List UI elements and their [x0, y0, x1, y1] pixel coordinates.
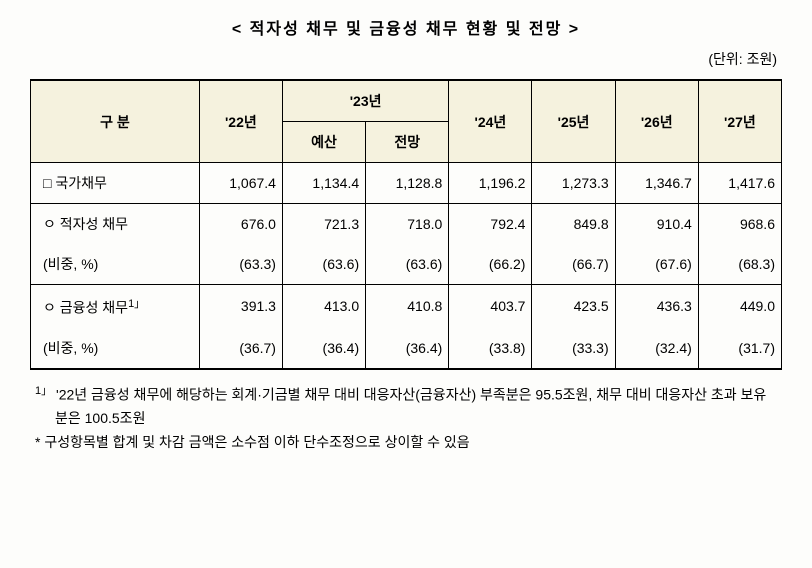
- cell-value: (63.6): [282, 244, 365, 285]
- table-row: (비중, %) (36.7) (36.4) (36.4) (33.8) (33.…: [31, 328, 782, 369]
- col-header-y23-budget: 예산: [282, 122, 365, 163]
- cell-value: 1,134.4: [282, 163, 365, 204]
- cell-value: (36.7): [199, 328, 282, 369]
- footnote-section: 1」 '22년 금융성 채무에 해당하는 회계·기금별 채무 대비 대응자산(금…: [30, 382, 782, 455]
- cell-value: (33.8): [449, 328, 532, 369]
- row-label: □ 국가채무: [31, 163, 200, 204]
- cell-value: 910.4: [615, 204, 698, 245]
- footnote-marker: 1」: [35, 385, 52, 397]
- cell-value: (36.4): [282, 328, 365, 369]
- col-header-y23: '23년: [282, 80, 448, 122]
- cell-value: (32.4): [615, 328, 698, 369]
- table-row: ㅇ 금융성 채무1」 391.3 413.0 410.8 403.7 423.5…: [31, 285, 782, 328]
- table-row: (비중, %) (63.3) (63.6) (63.6) (66.2) (66.…: [31, 244, 782, 285]
- unit-label: (단위: 조원): [30, 49, 782, 69]
- cell-value: 676.0: [199, 204, 282, 245]
- data-table: 구 분 '22년 '23년 '24년 '25년 '26년 '27년 예산 전망 …: [30, 79, 782, 370]
- footnote-ref: 1」: [128, 298, 145, 310]
- row-label: (비중, %): [31, 328, 200, 369]
- cell-value: 423.5: [532, 285, 615, 328]
- cell-value: 1,196.2: [449, 163, 532, 204]
- cell-value: 1,346.7: [615, 163, 698, 204]
- col-header-y27: '27년: [698, 80, 781, 163]
- cell-value: (63.6): [366, 244, 449, 285]
- cell-value: 968.6: [698, 204, 781, 245]
- table-row: ㅇ 적자성 채무 676.0 721.3 718.0 792.4 849.8 9…: [31, 204, 782, 245]
- col-header-y22: '22년: [199, 80, 282, 163]
- cell-value: (66.7): [532, 244, 615, 285]
- cell-value: 410.8: [366, 285, 449, 328]
- cell-value: 849.8: [532, 204, 615, 245]
- cell-value: 413.0: [282, 285, 365, 328]
- cell-value: (33.3): [532, 328, 615, 369]
- col-header-category: 구 분: [31, 80, 200, 163]
- cell-value: (63.3): [199, 244, 282, 285]
- table-row: □ 국가채무 1,067.4 1,134.4 1,128.8 1,196.2 1…: [31, 163, 782, 204]
- cell-value: (68.3): [698, 244, 781, 285]
- cell-value: 1,417.6: [698, 163, 781, 204]
- footnote-2: * 구성항목별 합계 및 차감 금액은 소수점 이하 단수조정으로 상이할 수 …: [35, 431, 777, 455]
- row-label: ㅇ 적자성 채무: [31, 204, 200, 245]
- col-header-y24: '24년: [449, 80, 532, 163]
- cell-value: 449.0: [698, 285, 781, 328]
- cell-value: 721.3: [282, 204, 365, 245]
- cell-value: 1,273.3: [532, 163, 615, 204]
- cell-value: (36.4): [366, 328, 449, 369]
- cell-value: 792.4: [449, 204, 532, 245]
- cell-value: 1,067.4: [199, 163, 282, 204]
- cell-value: (66.2): [449, 244, 532, 285]
- cell-value: (67.6): [615, 244, 698, 285]
- cell-value: 436.3: [615, 285, 698, 328]
- row-label: (비중, %): [31, 244, 200, 285]
- footnote-1: 1」 '22년 금융성 채무에 해당하는 회계·기금별 채무 대비 대응자산(금…: [35, 382, 777, 431]
- cell-value: 718.0: [366, 204, 449, 245]
- row-label: ㅇ 금융성 채무1」: [31, 285, 200, 328]
- col-header-y23-outlook: 전망: [366, 122, 449, 163]
- col-header-y25: '25년: [532, 80, 615, 163]
- table-title: < 적자성 채무 및 금융성 채무 현황 및 전망 >: [30, 15, 782, 39]
- col-header-y26: '26년: [615, 80, 698, 163]
- cell-value: (31.7): [698, 328, 781, 369]
- cell-value: 391.3: [199, 285, 282, 328]
- cell-value: 1,128.8: [366, 163, 449, 204]
- cell-value: 403.7: [449, 285, 532, 328]
